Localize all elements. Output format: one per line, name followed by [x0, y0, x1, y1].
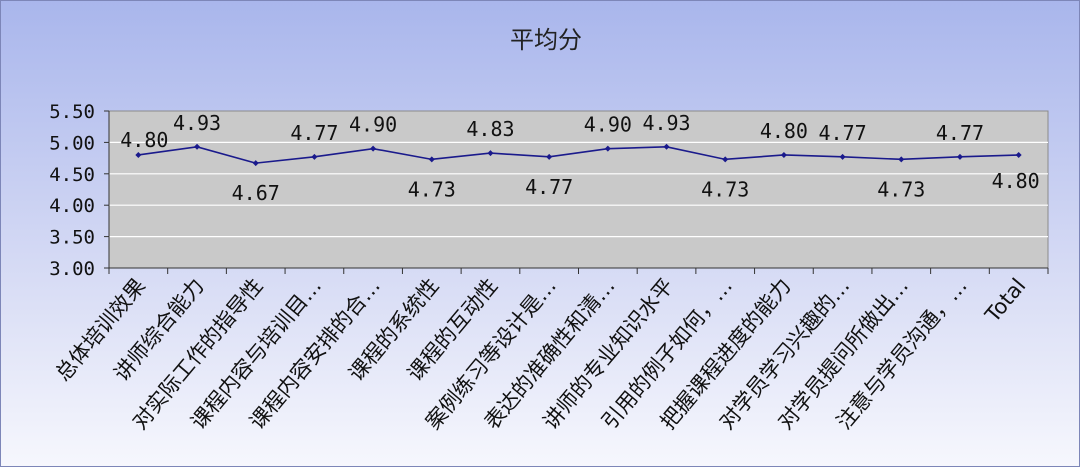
data-point [428, 156, 435, 163]
gridlines [109, 141, 1048, 238]
data-point [839, 153, 846, 160]
data-label: 4.80 [992, 169, 1040, 193]
data-point [780, 151, 787, 158]
data-label: 4.83 [466, 117, 514, 141]
data-point [370, 145, 377, 152]
plot-area [108, 110, 1049, 269]
data-label: 4.80 [760, 119, 808, 143]
y-tick-label: 5.50 [49, 101, 95, 123]
y-tick-label: 3.00 [49, 258, 95, 280]
data-point [546, 153, 553, 160]
data-points [135, 143, 1022, 167]
y-tick-label: 4.50 [49, 164, 95, 186]
data-label: 4.73 [408, 177, 456, 201]
data-point [487, 150, 494, 157]
data-label: 4.73 [701, 177, 749, 201]
x-axis: 总体培训效果讲师综合能力对实际工作的指导性课程内容与培训目…课程内容安排的合…课… [51, 267, 1049, 434]
x-tick-label: Total [980, 274, 1031, 328]
data-label: 4.93 [173, 111, 221, 135]
chart-title: 平均分 [510, 26, 582, 54]
y-tick-label: 4.00 [49, 195, 95, 217]
data-label: 4.93 [642, 111, 690, 135]
y-axis: 3.00 3.50 4.00 4.50 5.00 5.50 [49, 101, 110, 280]
data-label: 4.90 [584, 113, 632, 137]
data-label: 4.77 [290, 121, 338, 145]
data-point [898, 156, 905, 163]
data-point [1015, 151, 1022, 158]
series-line [138, 145, 1019, 164]
y-tick-label: 3.50 [49, 227, 95, 249]
data-label: 4.90 [349, 113, 397, 137]
data-label: 4.77 [936, 121, 984, 145]
data-point [604, 145, 611, 152]
data-label: 4.73 [877, 177, 925, 201]
data-label: 4.67 [232, 181, 280, 205]
data-labels: 4.804.934.674.77 4.904.734.834.774.90 4.93… [120, 111, 1039, 205]
data-point [135, 151, 142, 158]
data-point [663, 143, 670, 150]
data-point [252, 160, 259, 167]
data-point [956, 153, 963, 160]
data-label: 4.77 [525, 175, 573, 199]
data-label: 4.77 [819, 121, 867, 145]
data-point [722, 156, 729, 163]
data-point [311, 153, 318, 160]
data-label: 4.80 [120, 128, 168, 152]
data-point [194, 143, 201, 150]
y-tick-label: 5.00 [49, 132, 95, 154]
